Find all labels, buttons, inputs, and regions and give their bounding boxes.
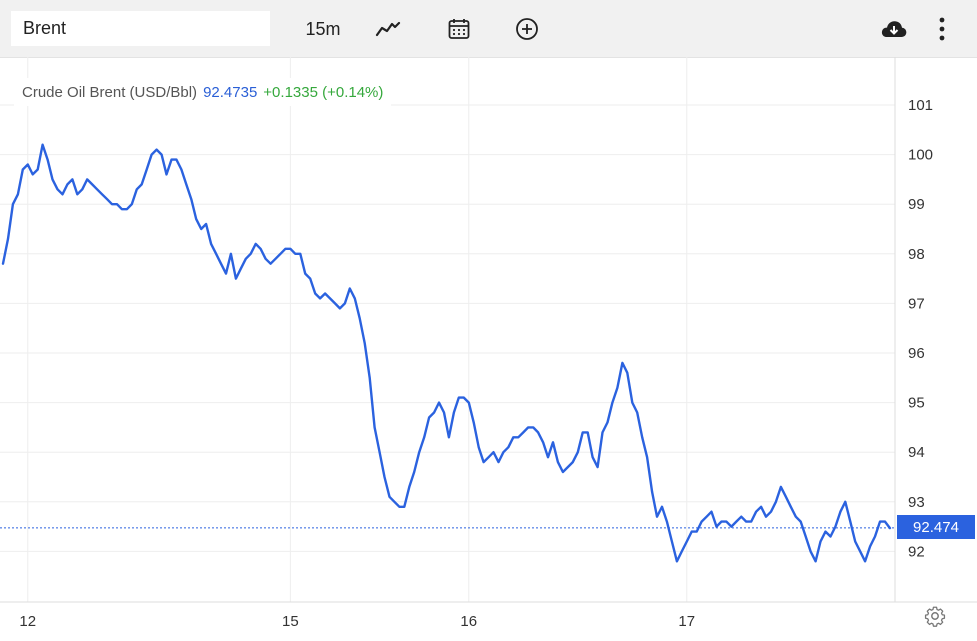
last-price-tag-label: 92.474: [913, 518, 959, 536]
y-tick-label: 101: [908, 97, 933, 114]
chart-toolbar: 15m: [0, 0, 977, 58]
y-tick-label: 100: [908, 147, 933, 164]
settings-gear-icon[interactable]: [924, 605, 946, 627]
vertical-grid: [27, 57, 688, 602]
y-tick-label: 93: [908, 494, 925, 511]
y-tick-label: 92: [908, 543, 925, 560]
legend-change: +0.1335 (+0.14%): [263, 83, 384, 101]
y-tick-label: 97: [908, 295, 925, 312]
legend-last-price: 92.4735: [203, 83, 258, 101]
last-price-tag: 92.474: [897, 515, 975, 539]
x-tick-label: 16: [460, 613, 477, 630]
horizontal-grid: [0, 104, 895, 552]
price-series-line: [1, 143, 892, 563]
y-tick-label: 98: [908, 246, 925, 263]
y-tick-label: 94: [908, 444, 925, 461]
calendar-icon[interactable]: [444, 12, 474, 46]
interval-label: 15m: [305, 18, 341, 39]
price-axis: 92 93 94 95 96 97 98 99 100 101: [908, 97, 933, 560]
time-axis: 12 15 16 17: [19, 613, 695, 630]
legend-series-name: Crude Oil Brent (USD/Bbl): [22, 83, 198, 101]
add-indicator-icon[interactable]: [512, 12, 542, 46]
y-tick-label: 99: [908, 196, 925, 213]
more-vertical-icon[interactable]: [928, 12, 956, 46]
symbol-input[interactable]: [11, 11, 270, 46]
interval-button[interactable]: 15m: [298, 12, 348, 46]
y-tick-label: 96: [908, 345, 925, 362]
x-tick-label: 12: [19, 613, 36, 630]
download-cloud-icon[interactable]: [878, 12, 910, 46]
x-tick-label: 15: [282, 613, 299, 630]
y-tick-label: 95: [908, 395, 925, 412]
series-legend: Crude Oil Brent (USD/Bbl) 92.4735 +0.133…: [14, 78, 392, 106]
line-chart-style-icon[interactable]: [372, 12, 404, 46]
x-tick-label: 17: [678, 613, 695, 630]
